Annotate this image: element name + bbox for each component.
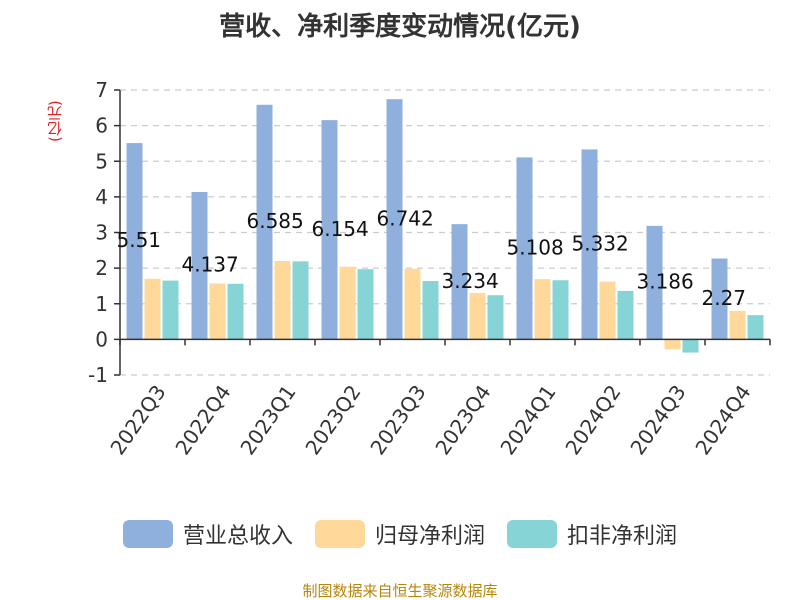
- y-tick-label: 5: [95, 149, 108, 173]
- bar: [339, 266, 356, 340]
- x-tick-label: 2022Q4: [170, 380, 235, 459]
- data-label: 3.234: [442, 269, 499, 293]
- x-tick-label: 2024Q3: [625, 380, 690, 459]
- x-tick-label: 2024Q2: [560, 380, 625, 459]
- bar: [469, 293, 486, 340]
- y-tick-label: 0: [95, 327, 108, 351]
- data-source-note: 制图数据来自恒生聚源数据库: [302, 582, 498, 600]
- data-label: 3.186: [637, 270, 694, 294]
- bar: [581, 149, 598, 340]
- bar: [516, 157, 533, 340]
- x-tick-label: 2024Q4: [690, 380, 755, 459]
- y-tick-label: 2: [95, 256, 108, 280]
- x-tick-label: 2023Q4: [430, 380, 495, 459]
- legend-swatch: [507, 520, 557, 548]
- data-label: 2.27: [702, 286, 747, 310]
- x-tick-label: 2023Q1: [235, 380, 300, 459]
- bar: [729, 310, 746, 340]
- x-tick-label: 2024Q1: [495, 380, 560, 459]
- data-label: 5.51: [117, 228, 162, 252]
- legend-swatch: [314, 520, 365, 548]
- bar: [451, 224, 468, 340]
- bar: [599, 281, 616, 340]
- bar: [162, 280, 179, 340]
- bar: [274, 261, 291, 340]
- data-label: 4.137: [182, 253, 239, 277]
- legend-item[interactable]: 归母净利润: [314, 518, 485, 550]
- data-label: 6.742: [377, 206, 434, 230]
- bar: [617, 290, 634, 340]
- bar: [227, 283, 244, 340]
- y-tick-label: 4: [95, 185, 108, 209]
- x-tick-label: 2022Q3: [105, 380, 170, 459]
- bar: [422, 280, 439, 340]
- bar: [664, 339, 681, 350]
- data-label: 6.585: [247, 209, 304, 233]
- chart-title: 营收、净利季度变动情况(亿元): [219, 12, 581, 42]
- legend-item[interactable]: 扣非净利润: [507, 518, 677, 550]
- y-tick-label: 1: [95, 292, 108, 316]
- legend: 营业总收入 归母净利润 扣非净利润: [0, 516, 800, 552]
- bar: [191, 191, 208, 340]
- bar: [386, 99, 403, 340]
- legend-swatch: [122, 520, 173, 548]
- bar: [292, 261, 309, 340]
- bar: [357, 269, 374, 340]
- bar: [144, 278, 161, 340]
- bar: [256, 104, 273, 340]
- bar: [552, 280, 569, 340]
- data-label: 5.332: [572, 231, 629, 255]
- y-tick-label: -1: [88, 363, 108, 387]
- legend-item[interactable]: 营业总收入: [122, 518, 293, 550]
- x-tick-label: 2023Q2: [300, 380, 365, 459]
- bar: [711, 258, 728, 340]
- bar: [209, 283, 226, 340]
- legend-label: 营业总收入: [182, 524, 293, 549]
- legend-label: 扣非净利润: [567, 524, 678, 549]
- bar: [321, 120, 338, 340]
- bar: [747, 315, 764, 340]
- y-tick-label: 7: [95, 78, 108, 102]
- data-label: 6.154: [312, 217, 369, 241]
- x-tick-label: 2023Q3: [365, 380, 430, 459]
- bar: [682, 339, 699, 353]
- y-tick-label: 3: [95, 221, 108, 245]
- legend-label: 归母净利润: [374, 524, 485, 549]
- bar: [646, 225, 663, 340]
- data-label: 5.108: [507, 235, 564, 259]
- bar: [404, 268, 421, 340]
- bar: [534, 279, 551, 340]
- y-tick-label: 6: [95, 114, 108, 138]
- bar: [487, 295, 504, 340]
- bar: [126, 143, 143, 340]
